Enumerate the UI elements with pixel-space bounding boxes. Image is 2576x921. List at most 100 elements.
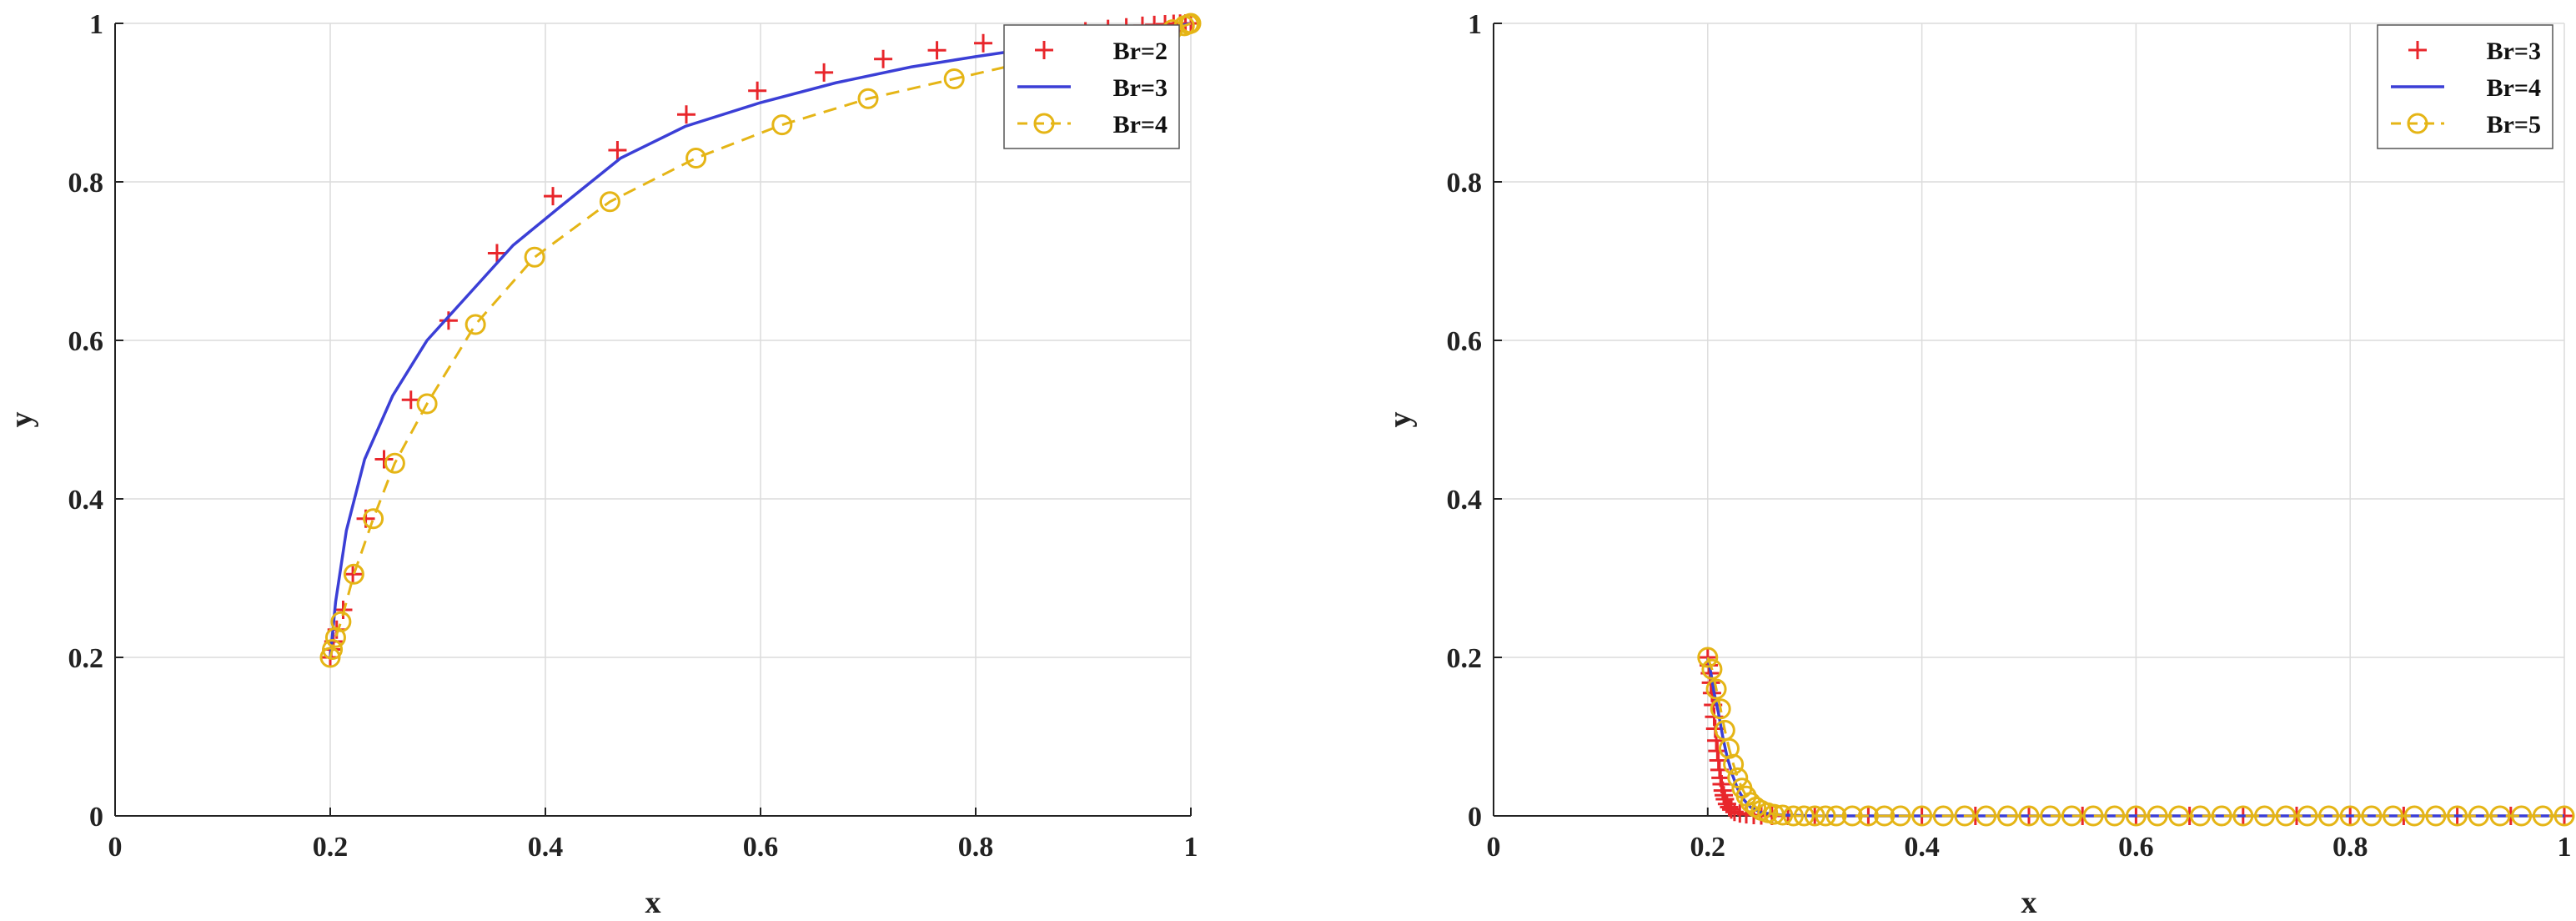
x-axis-title: x (645, 885, 661, 920)
y-tick-label: 0.4 (1447, 485, 1483, 516)
series-br-4 (319, 13, 1202, 668)
data-point (1911, 805, 1933, 827)
y-tick-label: 0.4 (68, 485, 104, 516)
data-point (2403, 805, 2425, 827)
data-point (2275, 805, 2297, 827)
data-point (2147, 805, 2168, 827)
x-tick-label: 1 (2558, 832, 2572, 863)
x-tick-label: 0.2 (1690, 832, 1726, 863)
data-point (330, 611, 352, 632)
legend-label: Br=2 (1113, 38, 1167, 65)
legend-item: Br=3 (1017, 74, 1167, 102)
data-point (1180, 13, 1202, 34)
data-point (1932, 805, 1954, 827)
legend-marker (2407, 113, 2428, 134)
data-point (384, 452, 405, 474)
x-tick-label: 0.8 (2332, 832, 2368, 863)
data-point (2361, 805, 2383, 827)
data-point (344, 565, 363, 584)
data-point (815, 63, 834, 82)
data-point (319, 647, 341, 668)
data-point (2104, 805, 2126, 827)
data-point (1722, 800, 1741, 819)
data-point (676, 105, 695, 124)
data-point (1710, 698, 1731, 720)
data-point (685, 148, 707, 169)
x-tick-label: 0.8 (958, 832, 994, 863)
data-point (363, 508, 384, 530)
legend: Br=3 Br=4 Br=5 (2377, 24, 2553, 149)
legend-label: Br=4 (1113, 111, 1167, 138)
data-point (2125, 805, 2147, 827)
chart-2: 0 0.2 0.4 0.6 0.8 100.20.40.60.81xyBr=3Br=4Br… (1383, 9, 2575, 920)
y-tick-label: 0.8 (1447, 168, 1483, 199)
data-point (1874, 805, 1896, 827)
legend-label: Br=3 (2487, 38, 2541, 65)
data-point (2383, 805, 2404, 827)
data-point (1701, 658, 1723, 680)
data-point (2082, 805, 2104, 827)
data-point (2189, 805, 2211, 827)
legend-item: Br=5 (2391, 111, 2541, 138)
legend-label: Br=4 (2487, 74, 2541, 102)
data-point (1825, 805, 1847, 827)
y-tick-label: 0.8 (68, 168, 104, 199)
data-point (524, 246, 545, 268)
data-point (2018, 805, 2040, 827)
y-tick-label: 0 (1468, 802, 1482, 833)
data-point (2232, 805, 2254, 827)
data-point (1841, 805, 1863, 827)
data-point (874, 49, 893, 68)
data-point (1697, 647, 1719, 668)
data-point (322, 639, 344, 660)
y-tick-label: 1 (1468, 9, 1482, 40)
data-point (2040, 805, 2061, 827)
legend-label: Br=3 (1113, 74, 1167, 102)
data-point (2297, 805, 2318, 827)
series-line (1706, 657, 2564, 818)
data-point (771, 114, 793, 136)
series-line (329, 22, 1192, 658)
data-point (1890, 805, 1911, 827)
data-point (416, 393, 438, 415)
data-point (2061, 805, 2082, 827)
y-axis-title: y (1383, 412, 1418, 428)
x-tick-label: 0.4 (528, 832, 564, 863)
legend-label: Br=5 (2487, 111, 2541, 138)
y-tick-label: 0.6 (1447, 326, 1483, 357)
data-point (487, 244, 506, 263)
data-point (464, 314, 486, 335)
y-tick-label: 1 (89, 9, 103, 40)
data-point (974, 33, 993, 53)
x-tick-label: 0.2 (313, 832, 349, 863)
data-point (2511, 805, 2533, 827)
data-point (2553, 805, 2575, 827)
data-point (857, 88, 879, 109)
data-point (1976, 805, 1997, 827)
data-point (2318, 805, 2340, 827)
data-point (608, 141, 627, 159)
legend-item: Br=2 (1035, 38, 1167, 65)
x-tick-label: 0.4 (1904, 832, 1940, 863)
data-point (943, 68, 965, 89)
data-point (1715, 790, 1735, 809)
y-axis-title: y (4, 412, 39, 428)
data-point (599, 191, 620, 213)
y-tick-label: 0.2 (1447, 643, 1483, 674)
chart-1: 0 0.2 0.4 0.6 0.8 100.20.40.60.81xyBr=2Br=3Br… (4, 9, 1202, 920)
data-point (2489, 805, 2511, 827)
x-axis-title: x (2021, 885, 2037, 920)
x-tick-label: 0 (108, 832, 123, 863)
data-point (2211, 805, 2232, 827)
legend-item: Br=3 (2408, 38, 2541, 65)
data-point (748, 81, 767, 100)
data-point (1723, 753, 1745, 775)
data-point (1804, 805, 1825, 827)
legend-marker (1033, 113, 1055, 134)
legend: Br=2 Br=3 Br=4 (1003, 24, 1180, 149)
data-point (2425, 805, 2447, 827)
data-point (374, 450, 394, 469)
legend-item: Br=4 (2391, 74, 2541, 102)
data-point (1857, 805, 1879, 827)
data-point (2447, 805, 2468, 827)
